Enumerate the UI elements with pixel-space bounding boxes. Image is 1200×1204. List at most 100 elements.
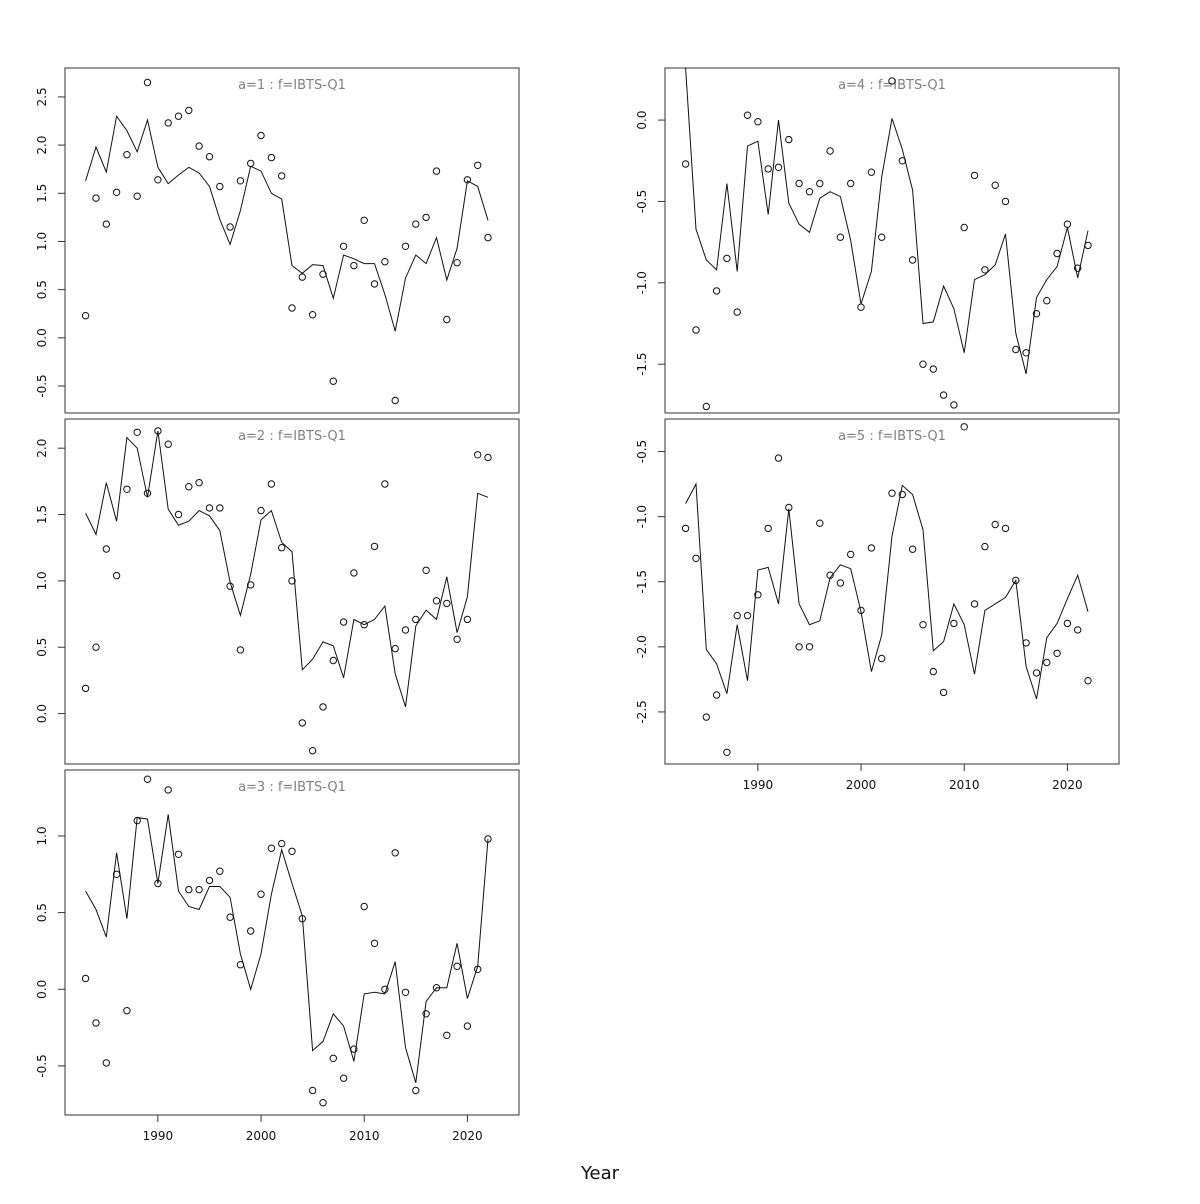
- panel-1-observed-point: [257, 131, 265, 140]
- panel-3-observed-point: [164, 440, 172, 448]
- panel-2-observed-point: [702, 402, 710, 411]
- panel-3-observed-point: [401, 626, 410, 634]
- panel-2-observed-point: [970, 171, 979, 180]
- panel-4-observed-point: [774, 454, 783, 462]
- panel-5-observed-point: [257, 890, 265, 898]
- panel-3-observed-point: [133, 428, 141, 436]
- panel-5-y-tick-label: 0.5: [35, 903, 49, 922]
- panel-3-observed-point: [185, 483, 193, 491]
- panel-2-observed-point: [723, 254, 731, 263]
- panel-4-observed-point: [795, 643, 803, 651]
- panel-5-observed-point: [267, 844, 276, 852]
- panel-2-y-tick-label: -1.5: [635, 352, 649, 375]
- panel-1-observed-point: [360, 216, 368, 225]
- panel-4-y-tick-label: -2.0: [635, 635, 649, 658]
- panel-5-y-tick-label: -0.5: [35, 1054, 49, 1077]
- panel-3-observed-point: [463, 615, 472, 624]
- panel-1-observed-point: [133, 192, 141, 200]
- panel-5-observed-point: [484, 835, 492, 843]
- panel-4-observed-point: [712, 691, 721, 699]
- panel-4: a=5 : f=IBTS-Q1 -2.5 -2.0 -1.5 -1.0 -0.5 1990 2…: [635, 418, 1120, 792]
- panel-2-observed-point: [805, 188, 814, 196]
- panel-4-observed-point: [1084, 677, 1092, 685]
- panel-4-observed-point: [908, 545, 917, 553]
- panel-2-observed-point: [919, 360, 927, 368]
- panel-2-observed-point: [908, 256, 917, 264]
- panel-4-observed-point: [1022, 639, 1030, 647]
- panel-4-y-tick-label: -1.5: [635, 570, 649, 593]
- panel-5-x-tick-label: 2010: [349, 1129, 380, 1143]
- panel-5-observed-point: [329, 1054, 337, 1063]
- panel-1-observed-point: [474, 161, 482, 170]
- panels-group: a=1 : f=IBTS-Q1 -0.5 0.0 0.5 1.0 1.5 2.0 2.5 a=4…: [35, 67, 1120, 1143]
- panel-1-observed-point: [298, 273, 306, 281]
- x-axis-label: Year: [580, 1163, 620, 1184]
- panel-3-observed-point: [205, 504, 214, 512]
- panel-3-observed-point: [308, 747, 317, 755]
- panel-4-observed-point: [857, 606, 865, 615]
- panel-3-observed-point: [370, 542, 379, 551]
- panel-1-observed-point: [123, 151, 131, 159]
- panel-3-observed-point: [360, 621, 368, 629]
- panel-4-observed-point: [805, 643, 814, 651]
- panel-2-observed-point: [939, 391, 948, 399]
- panel-4-frame: [664, 418, 1120, 765]
- panel-2-observed-point: [754, 118, 762, 126]
- panel-1-observed-point: [339, 242, 348, 251]
- panel-5-observed-point: [308, 1086, 317, 1095]
- panel-5-title: a=3 : f=IBTS-Q1: [238, 780, 346, 795]
- panel-5-observed-point: [350, 1045, 358, 1053]
- panel-1-y-tick-label: 0.0: [35, 328, 49, 347]
- panel-5-observed-point: [422, 1010, 430, 1018]
- panel-2-frame: [664, 67, 1120, 414]
- panel-2-observed-point: [867, 168, 876, 176]
- panel-5: a=3 : f=IBTS-Q1 -0.5 0.0 0.5 1.0 1990 2000 2010…: [35, 769, 520, 1143]
- panel-2-y-tick-label: 0.0: [635, 111, 649, 130]
- panel-4-observed-point: [991, 520, 999, 529]
- panel-5-observed-point: [92, 1019, 100, 1027]
- panel-2-observed-point: [1012, 345, 1020, 354]
- panel-1-observed-point: [329, 377, 337, 385]
- panel-1-observed-point: [205, 153, 214, 161]
- panel-3-observed-point: [174, 510, 183, 519]
- panel-5-y-tick-label: 0.0: [35, 980, 49, 999]
- panel-3-observed-point: [319, 703, 327, 711]
- panel-1-observed-point: [267, 153, 276, 162]
- panel-2-observed-point: [836, 233, 845, 241]
- panel-1-observed-point: [401, 242, 410, 251]
- panel-4-x-tick-label: 2020: [1052, 778, 1083, 792]
- panel-4-observed-point: [867, 544, 876, 552]
- panel-2-fitted-line: [685, 68, 1089, 375]
- panel-1-observed-point: [164, 119, 172, 127]
- panel-1-y-tick-label: 2.0: [35, 136, 49, 155]
- panel-1-observed-point: [453, 259, 461, 267]
- panel-5-observed-point: [339, 1074, 348, 1082]
- panel-4-observed-point: [1074, 626, 1082, 634]
- panel-5-observed-point: [102, 1059, 111, 1067]
- panel-3-data: [81, 427, 492, 755]
- panel-5-observed-point: [216, 867, 224, 875]
- panel-2-observed-point: [826, 147, 834, 155]
- panel-5-x-tick-label: 2000: [246, 1129, 277, 1143]
- panel-1-observed-point: [422, 213, 430, 222]
- panel-5-observed-point: [143, 775, 152, 783]
- panel-3-observed-point: [102, 545, 111, 553]
- panel-5-observed-point: [236, 961, 245, 969]
- panel-1-observed-point: [154, 176, 162, 184]
- panel-2-observed-point: [1043, 297, 1051, 305]
- panel-5-observed-point: [133, 816, 141, 825]
- panel-3-observed-point: [298, 719, 306, 727]
- panel-1-title: a=1 : f=IBTS-Q1: [238, 78, 346, 93]
- panel-2-observed-point: [764, 165, 772, 173]
- panel-1-y-tick-label: 1.0: [35, 232, 49, 251]
- panel-4-x-tick-label: 1990: [743, 778, 774, 792]
- panel-2-data: [681, 68, 1092, 411]
- panel-3-title: a=2 : f=IBTS-Q1: [238, 429, 346, 444]
- panel-1-observed-point: [350, 261, 358, 270]
- panel-2-observed-point: [1053, 249, 1061, 258]
- panel-3-y-tick-label: 0.0: [35, 704, 49, 723]
- panel-4-observed-point: [1012, 576, 1020, 585]
- panel-4-observed-point: [754, 591, 762, 599]
- panel-3-observed-point: [443, 599, 451, 608]
- panel-5-x-tick-label: 2020: [452, 1129, 483, 1143]
